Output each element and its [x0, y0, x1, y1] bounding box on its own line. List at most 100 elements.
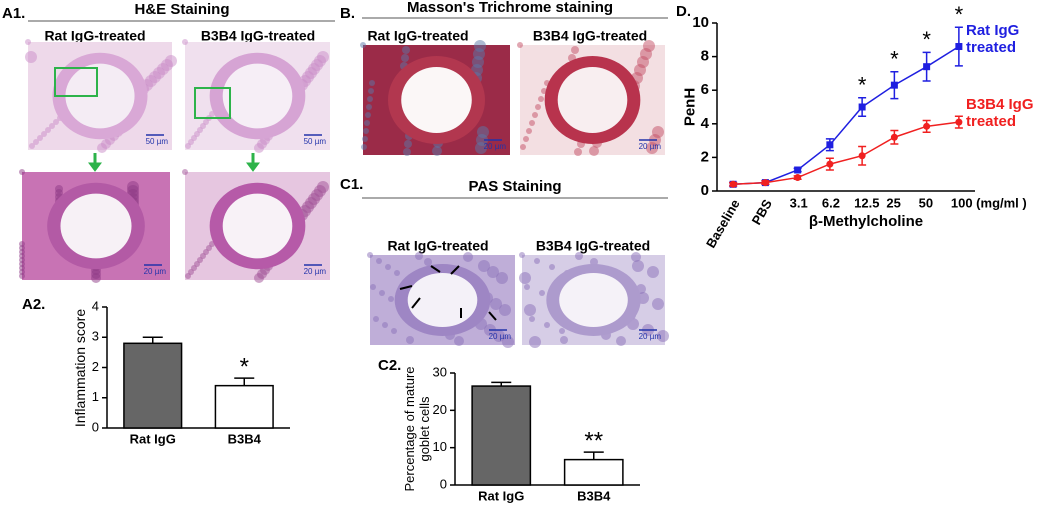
tissue-texture	[559, 328, 565, 334]
tissue-texture	[493, 330, 505, 342]
tissue-texture	[317, 181, 329, 193]
panel-title: Masson's Trichrome staining	[407, 0, 613, 16]
tissue-texture	[361, 144, 367, 150]
tissue-texture	[616, 336, 626, 346]
tissue-texture	[490, 298, 502, 310]
tissue-texture	[369, 80, 375, 86]
tissue-texture	[401, 54, 409, 62]
tissue-texture	[539, 290, 545, 296]
tissue-texture	[571, 46, 579, 54]
marker	[890, 133, 898, 141]
tissue-texture	[368, 88, 374, 94]
tissue-texture	[29, 143, 35, 149]
tissue-texture	[127, 181, 139, 193]
y-tick-label: 0	[92, 419, 99, 434]
panel-label: A2.	[22, 296, 45, 313]
y-tick-label: 8	[701, 48, 709, 65]
tissue-texture	[33, 139, 39, 145]
marker	[761, 179, 769, 187]
airway-lumen	[401, 67, 472, 133]
scale-bar-label: 20 µm	[144, 267, 167, 276]
panel-label: C1.	[340, 176, 363, 193]
airway-lumen	[559, 273, 628, 327]
caption: B3B4 IgG-treated	[201, 28, 315, 44]
tissue-texture	[496, 272, 508, 284]
panel-label: B.	[340, 5, 355, 22]
tissue-texture	[432, 146, 442, 156]
bar	[123, 342, 183, 429]
significance: *	[922, 27, 931, 52]
caption: Rat IgG-treated	[44, 28, 145, 44]
scale-bar-label: 20 µm	[639, 142, 662, 151]
tissue-texture	[519, 252, 525, 258]
inset-box	[194, 87, 231, 119]
y-tick-label: 4	[701, 115, 710, 132]
airway-lumen	[65, 63, 135, 129]
tissue-texture	[652, 126, 664, 138]
tissue-texture	[404, 140, 412, 148]
pointer-arrow	[411, 297, 421, 309]
tissue-texture	[544, 322, 550, 328]
x-tick-label: 100 (mg/ml )	[951, 195, 1027, 210]
tissue-texture	[366, 104, 372, 110]
tissue-texture	[165, 55, 177, 67]
error-bar	[142, 336, 163, 344]
airway-lumen	[222, 63, 293, 129]
tissue-texture	[523, 136, 529, 142]
airway-lumen	[407, 273, 478, 327]
marker	[955, 118, 963, 126]
tissue-texture	[362, 136, 368, 142]
tissue-texture	[360, 42, 366, 48]
tissue-texture	[403, 148, 411, 156]
tissue-texture	[538, 96, 544, 102]
tissue-texture	[631, 252, 641, 262]
tissue-texture	[391, 328, 397, 334]
tissue-texture	[402, 46, 410, 54]
tissue-texture	[520, 144, 526, 150]
x-tick-label: 12.5	[854, 195, 879, 210]
tissue-texture	[657, 330, 669, 342]
tissue-texture	[373, 316, 379, 322]
scale-bar-label: 20 µm	[639, 332, 662, 341]
arrow	[88, 153, 260, 172]
tissue-texture	[182, 169, 188, 175]
pointer-arrow	[488, 311, 497, 321]
bar	[471, 385, 532, 486]
tissue-texture	[487, 266, 499, 278]
tissue-texture	[55, 185, 63, 193]
marker	[858, 152, 866, 160]
y-tick-label: 2	[92, 359, 99, 374]
tissue-texture	[590, 258, 598, 266]
tissue-texture	[560, 336, 568, 344]
tissue-texture	[25, 51, 37, 63]
caption: B3B4 IgG-treated	[533, 28, 647, 44]
panel-title: H&E Staining	[134, 1, 229, 18]
legend-entry: B3B4 IgG treated	[966, 96, 1034, 131]
legend-entry: Rat IgG treated	[966, 22, 1020, 57]
caption: Rat IgG-treated	[367, 28, 468, 44]
tissue-texture	[367, 96, 373, 102]
significance: *	[240, 353, 249, 380]
tissue-texture	[19, 241, 25, 247]
y-tick-label: 1	[92, 389, 99, 404]
panel-label: D.	[676, 3, 691, 20]
scale-bar-label: 20 µm	[484, 142, 507, 151]
tissue-texture	[370, 284, 376, 290]
y-tick-label: 0	[440, 476, 447, 491]
tissue-texture	[477, 126, 489, 138]
scale-bar-label: 20 µm	[304, 267, 327, 276]
tissue-texture	[25, 39, 31, 45]
tissue-texture	[529, 336, 541, 348]
significance: *	[890, 47, 899, 72]
tissue-texture	[502, 336, 514, 348]
tissue-texture	[575, 252, 583, 260]
tissue-texture	[529, 316, 535, 322]
tissue-texture	[549, 264, 555, 270]
error-bar	[234, 377, 255, 386]
x-tick-label: Rat IgG	[478, 488, 524, 503]
x-tick-label: 25	[886, 195, 900, 210]
tissue-texture	[454, 336, 464, 346]
series-line	[733, 45, 960, 186]
